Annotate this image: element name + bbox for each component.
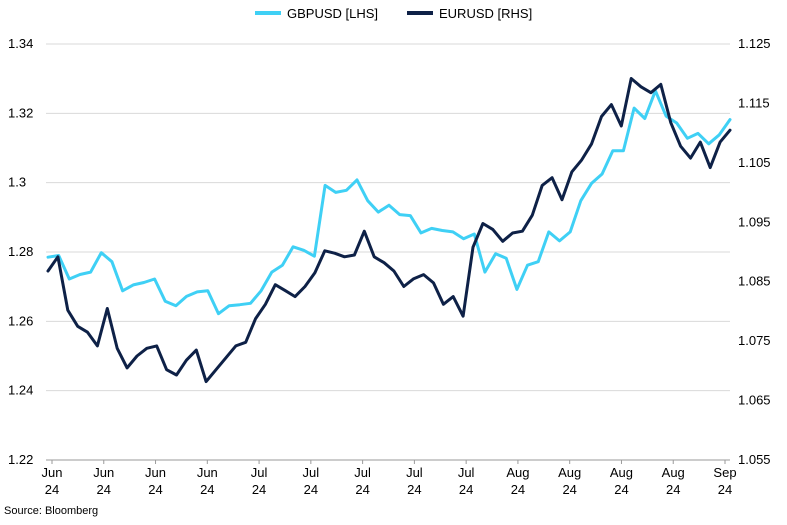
left-tick-label: 1.28 [8,244,33,259]
x-tick-label: 24 [97,482,111,497]
x-tick-label: 24 [511,482,525,497]
right-tick-label: 1.085 [738,274,771,289]
x-tick-label: Jun [197,465,218,480]
right-tick-label: 1.105 [738,155,771,170]
x-tick-label: 24 [718,482,732,497]
left-tick-label: 1.26 [8,313,33,328]
left-tick-label: 1.24 [8,383,33,398]
left-tick-label: 1.32 [8,105,33,120]
x-tick-label: 24 [355,482,369,497]
x-tick-label: Aug [558,465,581,480]
x-axis: Jun 24 Jun 24 Jun 24 Jun 24 Jul 24 Jul 24 Jul 24 Jul 24… [42,460,737,497]
x-tick-label: Jun [42,465,63,480]
x-tick-label: Jun [145,465,166,480]
series-lines [46,77,732,384]
x-tick-label: 24 [562,482,576,497]
series-line-eurusd [46,77,732,384]
x-tick-label: 24 [304,482,318,497]
x-tick-label: Jul [458,465,475,480]
x-tick-label: Aug [610,465,633,480]
x-tick-label: 24 [459,482,473,497]
series-line-gbpusd [46,89,732,316]
x-tick-label: 24 [666,482,680,497]
x-tick-label: Jul [406,465,423,480]
left-tick-label: 1.22 [8,452,33,467]
legend-label: EURUSD [RHS] [439,6,532,21]
x-tick-label: Jun [93,465,114,480]
right-tick-label: 1.075 [738,333,771,348]
grid-lines [46,43,730,461]
right-tick-label: 1.095 [738,214,771,229]
x-tick-label: 24 [252,482,266,497]
x-tick-label: 24 [407,482,421,497]
legend-label: GBPUSD [LHS] [287,6,378,21]
right-tick-label: 1.115 [738,95,770,110]
left-axis: 1.22 1.24 1.26 1.28 1.3 1.32 1.34 [8,36,33,467]
x-tick-label: 24 [614,482,628,497]
x-tick-label: Aug [506,465,529,480]
left-tick-label: 1.3 [8,175,26,190]
left-tick-label: 1.34 [8,36,33,51]
x-tick-label: Aug [662,465,685,480]
right-tick-label: 1.125 [738,36,771,51]
x-tick-label: Jul [354,465,371,480]
x-tick-label: 24 [148,482,162,497]
x-tick-label: Jul [303,465,320,480]
x-tick-label: 24 [200,482,214,497]
legend: GBPUSD [LHS] EURUSD [RHS] [255,6,532,21]
right-axis: 1.055 1.065 1.075 1.085 1.095 1.105 1.115 1.125 [738,36,771,467]
source-note: Source: Bloomberg [4,505,98,517]
x-tick-label: Sep [713,465,736,480]
right-tick-label: 1.055 [738,452,771,467]
x-tick-label: 24 [45,482,59,497]
x-tick-label: Jul [251,465,268,480]
right-tick-label: 1.065 [738,393,771,408]
